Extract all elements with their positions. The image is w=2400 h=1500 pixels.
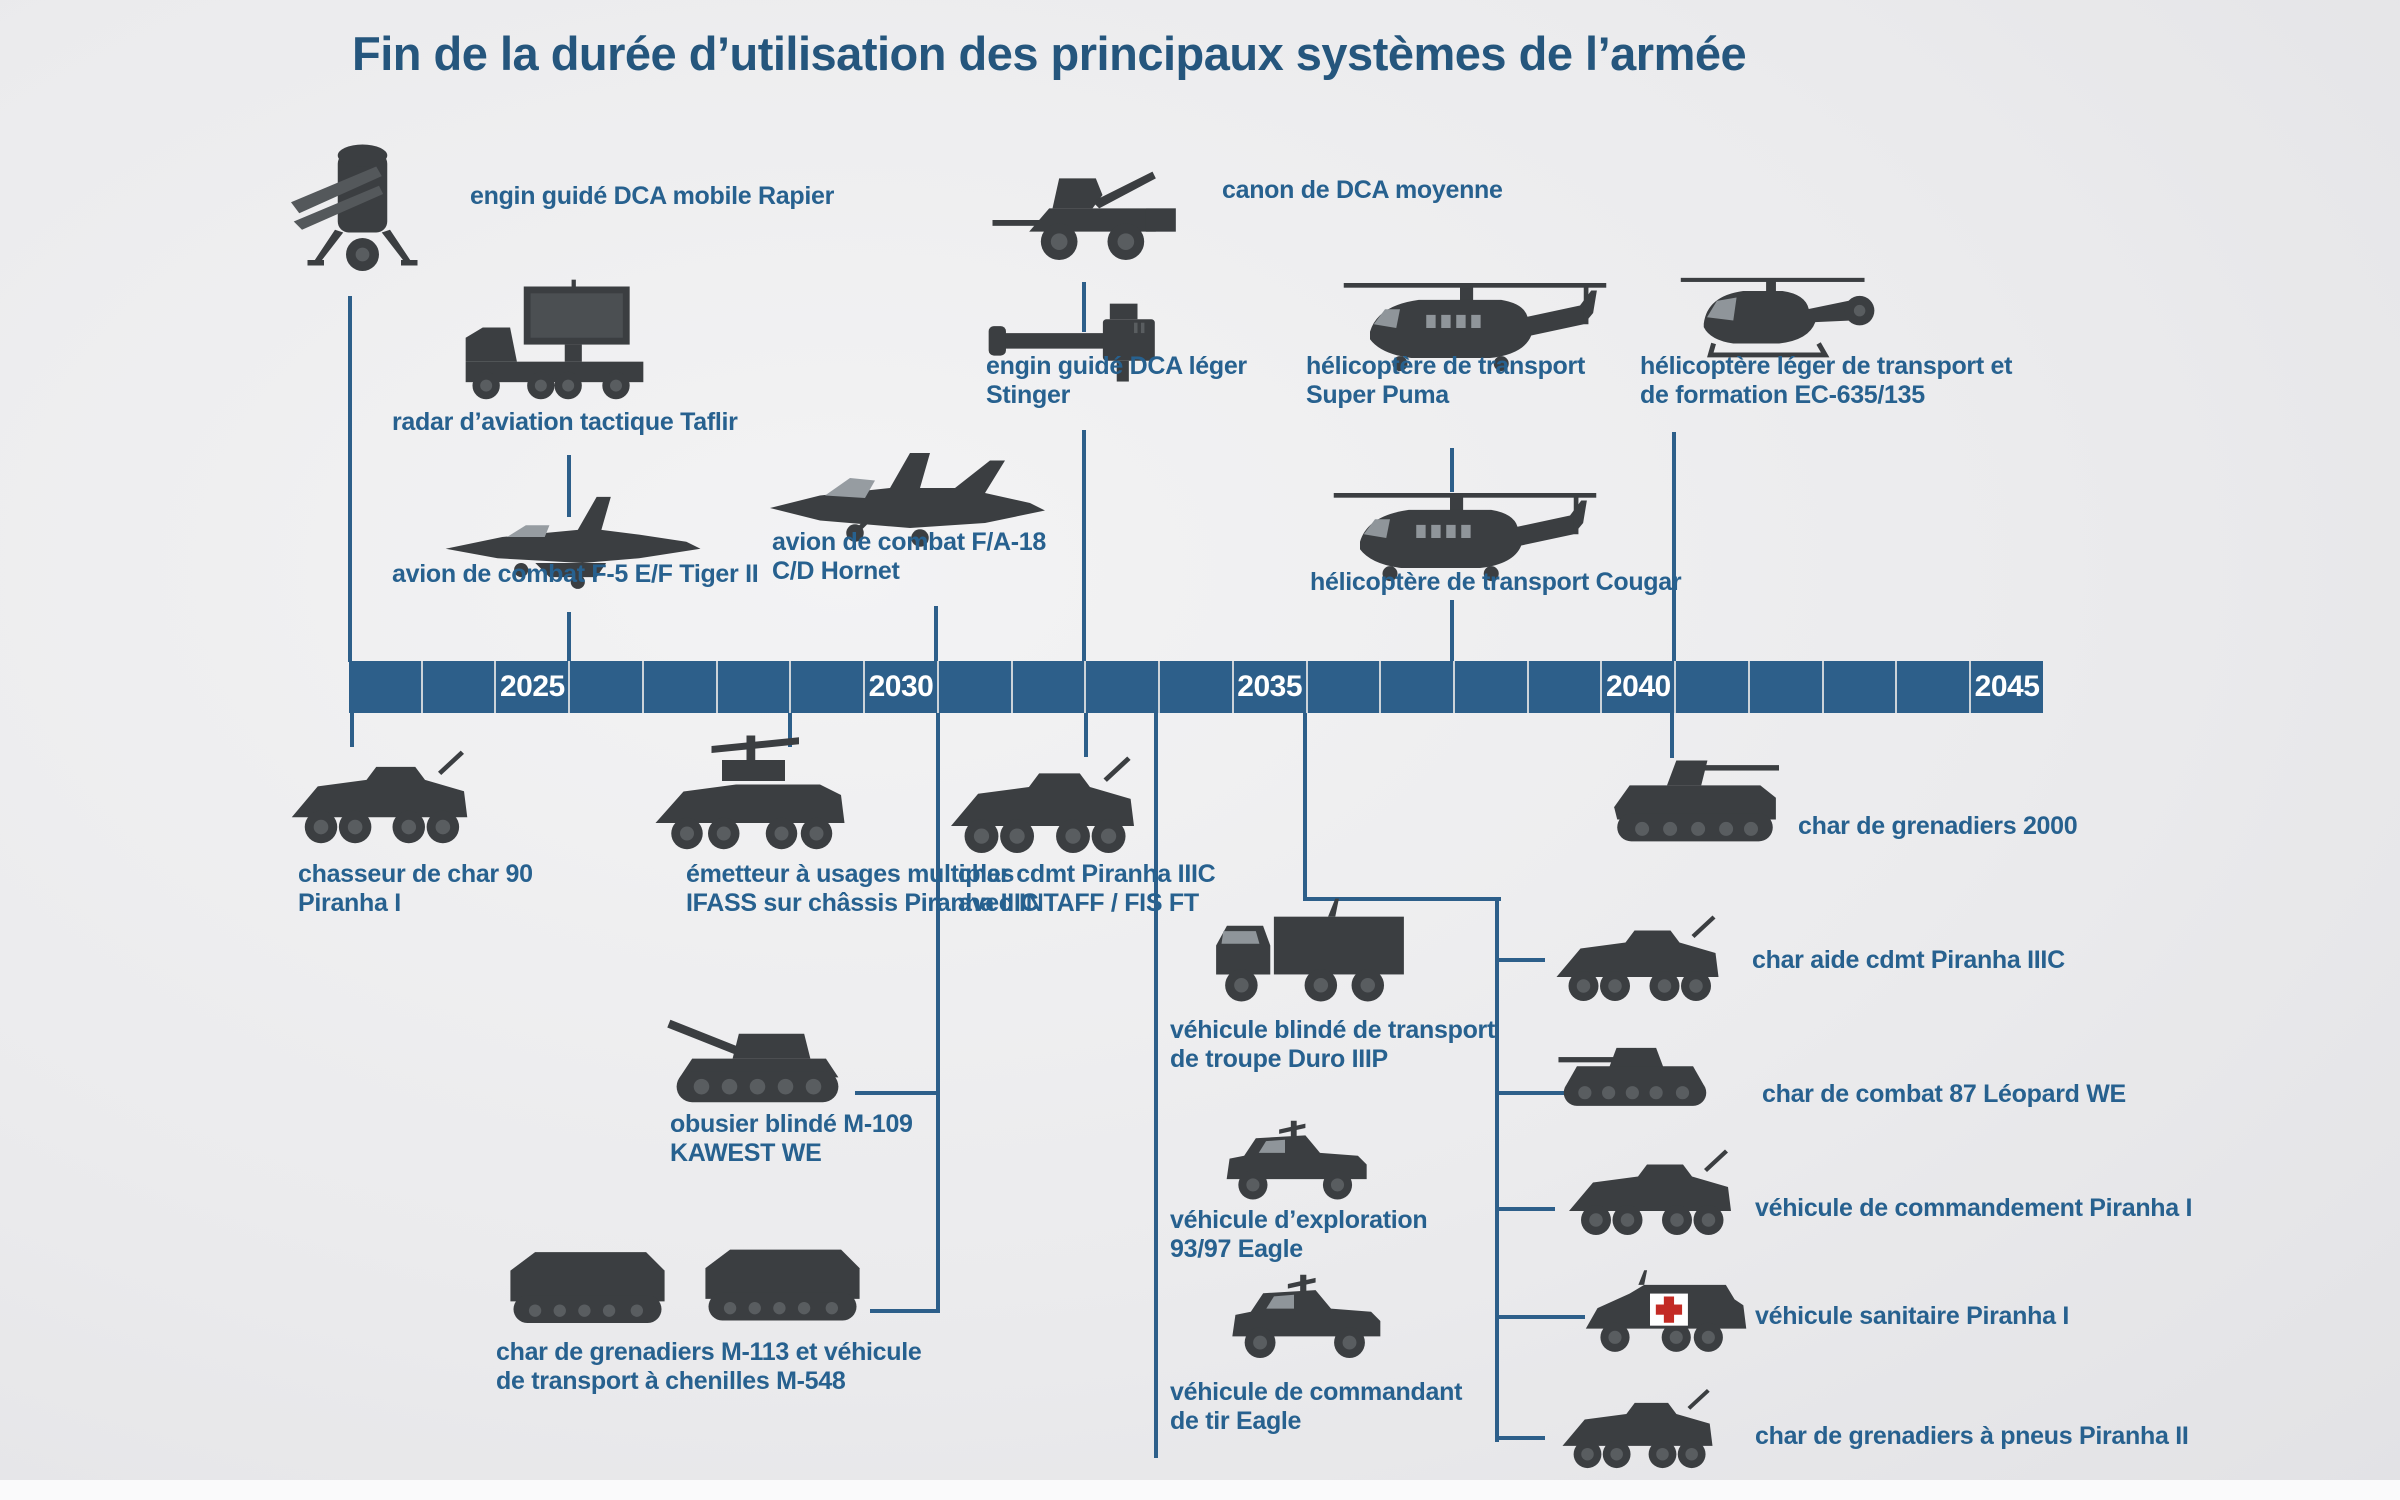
char-cdmt-label: char cdmt Piranha IIIC avec INTAFF / FIS …	[958, 860, 1216, 917]
ifass-piranha-icon	[625, 732, 875, 872]
connector-cmdt-piranha1-stub	[1495, 1207, 1555, 1211]
timeline-cell-2024	[422, 661, 497, 713]
year-label-2040: 2040	[1605, 670, 1671, 703]
aide-cdmt-label: char aide cdmt Piranha IIIC	[1752, 946, 2065, 974]
timeline-cell-2026	[570, 661, 644, 713]
canon-dca-label: canon de DCA moyenne	[1222, 176, 1503, 204]
timeline-cell-2038	[1455, 661, 1529, 713]
duro-truck-icon	[1195, 895, 1425, 1025]
timeline-cell-2045: 2045	[1971, 661, 2043, 713]
super-puma-label: hélicoptère de transport Super Puma	[1306, 352, 1585, 409]
timeline-cell-2041	[1676, 661, 1750, 713]
connector-gren-piranha2-stub	[1495, 1436, 1545, 1440]
m113-tracked-icon	[495, 1230, 680, 1342]
timeline-cell-2035: 2035	[1233, 661, 1308, 713]
m113-label: char de grenadiers M-113 et véhicule de t…	[496, 1338, 922, 1395]
sanitaire-piranha-icon	[1580, 1255, 1755, 1373]
stinger-label: engin guidé DCA léger Stinger	[986, 352, 1247, 409]
year-label-2045: 2045	[1974, 670, 2040, 703]
timeline-cell-2031	[938, 661, 1013, 713]
connector-leopard-stub	[1495, 1091, 1565, 1095]
connector-2031-branch	[936, 713, 940, 1313]
ec635-label: hélicoptère léger de transport et de form…	[1640, 352, 2013, 409]
year-label-2030: 2030	[868, 670, 934, 703]
sanitaire-label: véhicule sanitaire Piranha I	[1755, 1302, 2069, 1330]
timeline-cell-2028	[717, 661, 792, 713]
gren-piranha2-icon	[1535, 1382, 1740, 1482]
connector-stinger-lower	[1082, 430, 1086, 662]
leopard-label: char de combat 87 Léopard WE	[1762, 1080, 2126, 1108]
timeline-cell-2030: 2030	[865, 661, 939, 713]
f18-label: avion de combat F/A-18 C/D Hornet	[772, 528, 1047, 585]
timeline-cell-2025: 2025	[496, 661, 571, 713]
aa-gun-icon	[965, 165, 1220, 285]
connector-m109-stub	[855, 1091, 940, 1095]
timeline-cell-2037	[1381, 661, 1456, 713]
eagle-commandant-label: véhicule de commandant de tir Eagle	[1170, 1378, 1463, 1435]
chasseur90-piranha-icon	[282, 742, 477, 860]
chasseur90-label: chasseur de char 90 Piranha I	[298, 860, 533, 917]
m109-label: obusier blindé M-109 KAWEST WE	[670, 1110, 913, 1167]
timeline-bar: 2025 2030 2035 2040 2045	[349, 661, 2043, 713]
rapier-label: engin guidé DCA mobile Rapier	[470, 182, 835, 210]
connector-chasseur90	[350, 713, 354, 747]
timeline-cell-2040: 2040	[1602, 661, 1677, 713]
connector-superpuma-upper	[1450, 448, 1454, 492]
ifass-label: émetteur à usages multiples IFASS sur châ…	[686, 860, 1039, 917]
timeline-cell-2044	[1897, 661, 1972, 713]
year-label-2025: 2025	[499, 670, 565, 703]
connector-taflir-upper	[567, 455, 571, 517]
bottom-band	[0, 1480, 2400, 1500]
connector-right-bracket-top	[1303, 713, 1307, 901]
connector-aide-cdmt-stub	[1495, 958, 1545, 962]
connector-ec635	[1672, 432, 1676, 662]
connector-rapier	[348, 296, 352, 662]
connector-f18	[934, 606, 938, 662]
timeline-cell-2033	[1086, 661, 1161, 713]
m548-tracked-icon	[690, 1225, 875, 1342]
year-label-2035: 2035	[1237, 670, 1303, 703]
connector-cougar-lower	[1450, 600, 1454, 662]
connector-middle-column	[1154, 713, 1158, 1458]
eagle-exploration-label: véhicule d’exploration 93/97 Eagle	[1170, 1206, 1428, 1263]
rapier-missile-launcher-icon	[280, 128, 445, 293]
connector-char-cdmt	[1084, 713, 1088, 757]
connector-right-bracket-horizontal	[1303, 897, 1501, 901]
char-cdmt-piranha-icon	[940, 748, 1145, 870]
timeline-cell-2034	[1160, 661, 1234, 713]
leopard-tank-icon	[1505, 1032, 1765, 1127]
taflir-label: radar d’aviation tactique Taflir	[392, 408, 738, 436]
cougar-label: hélicoptère de transport Cougar	[1310, 568, 1682, 596]
timeline-cell-2042	[1749, 661, 1824, 713]
connector-sanitaire-stub	[1495, 1315, 1585, 1319]
timeline-cell-2036	[1307, 661, 1382, 713]
duro-label: véhicule blindé de transport de troupe Du…	[1170, 1016, 1495, 1073]
connector-gren2000	[1670, 713, 1674, 758]
connector-ifass	[788, 713, 792, 747]
cmdt-piranha1-icon	[1550, 1142, 1750, 1250]
taflir-radar-truck-icon	[452, 278, 657, 418]
aide-cdmt-piranha-icon	[1535, 908, 1740, 1016]
f5-label: avion de combat F-5 E/F Tiger II	[392, 560, 759, 588]
timeline-cell-2027	[643, 661, 718, 713]
timeline-cell-2023	[349, 661, 423, 713]
m109-howitzer-icon	[655, 1012, 860, 1124]
eagle-exploration-icon	[1210, 1112, 1395, 1217]
connector-taflir-lower	[567, 612, 571, 662]
timeline-cell-2043	[1823, 661, 1898, 713]
page-title: Fin de la durée d’utilisation des princi…	[352, 27, 1747, 80]
timeline-cell-2032	[1012, 661, 1087, 713]
connector-right-bracket-vertical	[1495, 897, 1499, 1442]
grenadiers2000-label: char de grenadiers 2000	[1798, 812, 2078, 840]
connector-canon-upper	[1082, 282, 1086, 332]
gren-piranha2-label: char de grenadiers à pneus Piranha II	[1755, 1422, 2189, 1450]
grenadiers2000-ifv-icon	[1595, 748, 1795, 860]
connector-m113-stub	[870, 1309, 940, 1313]
timeline-cell-2039	[1528, 661, 1603, 713]
eagle-commandant-icon	[1220, 1265, 1405, 1377]
timeline-cell-2029	[791, 661, 866, 713]
cmdt-piranha1-label: véhicule de commandement Piranha I	[1755, 1194, 2193, 1222]
